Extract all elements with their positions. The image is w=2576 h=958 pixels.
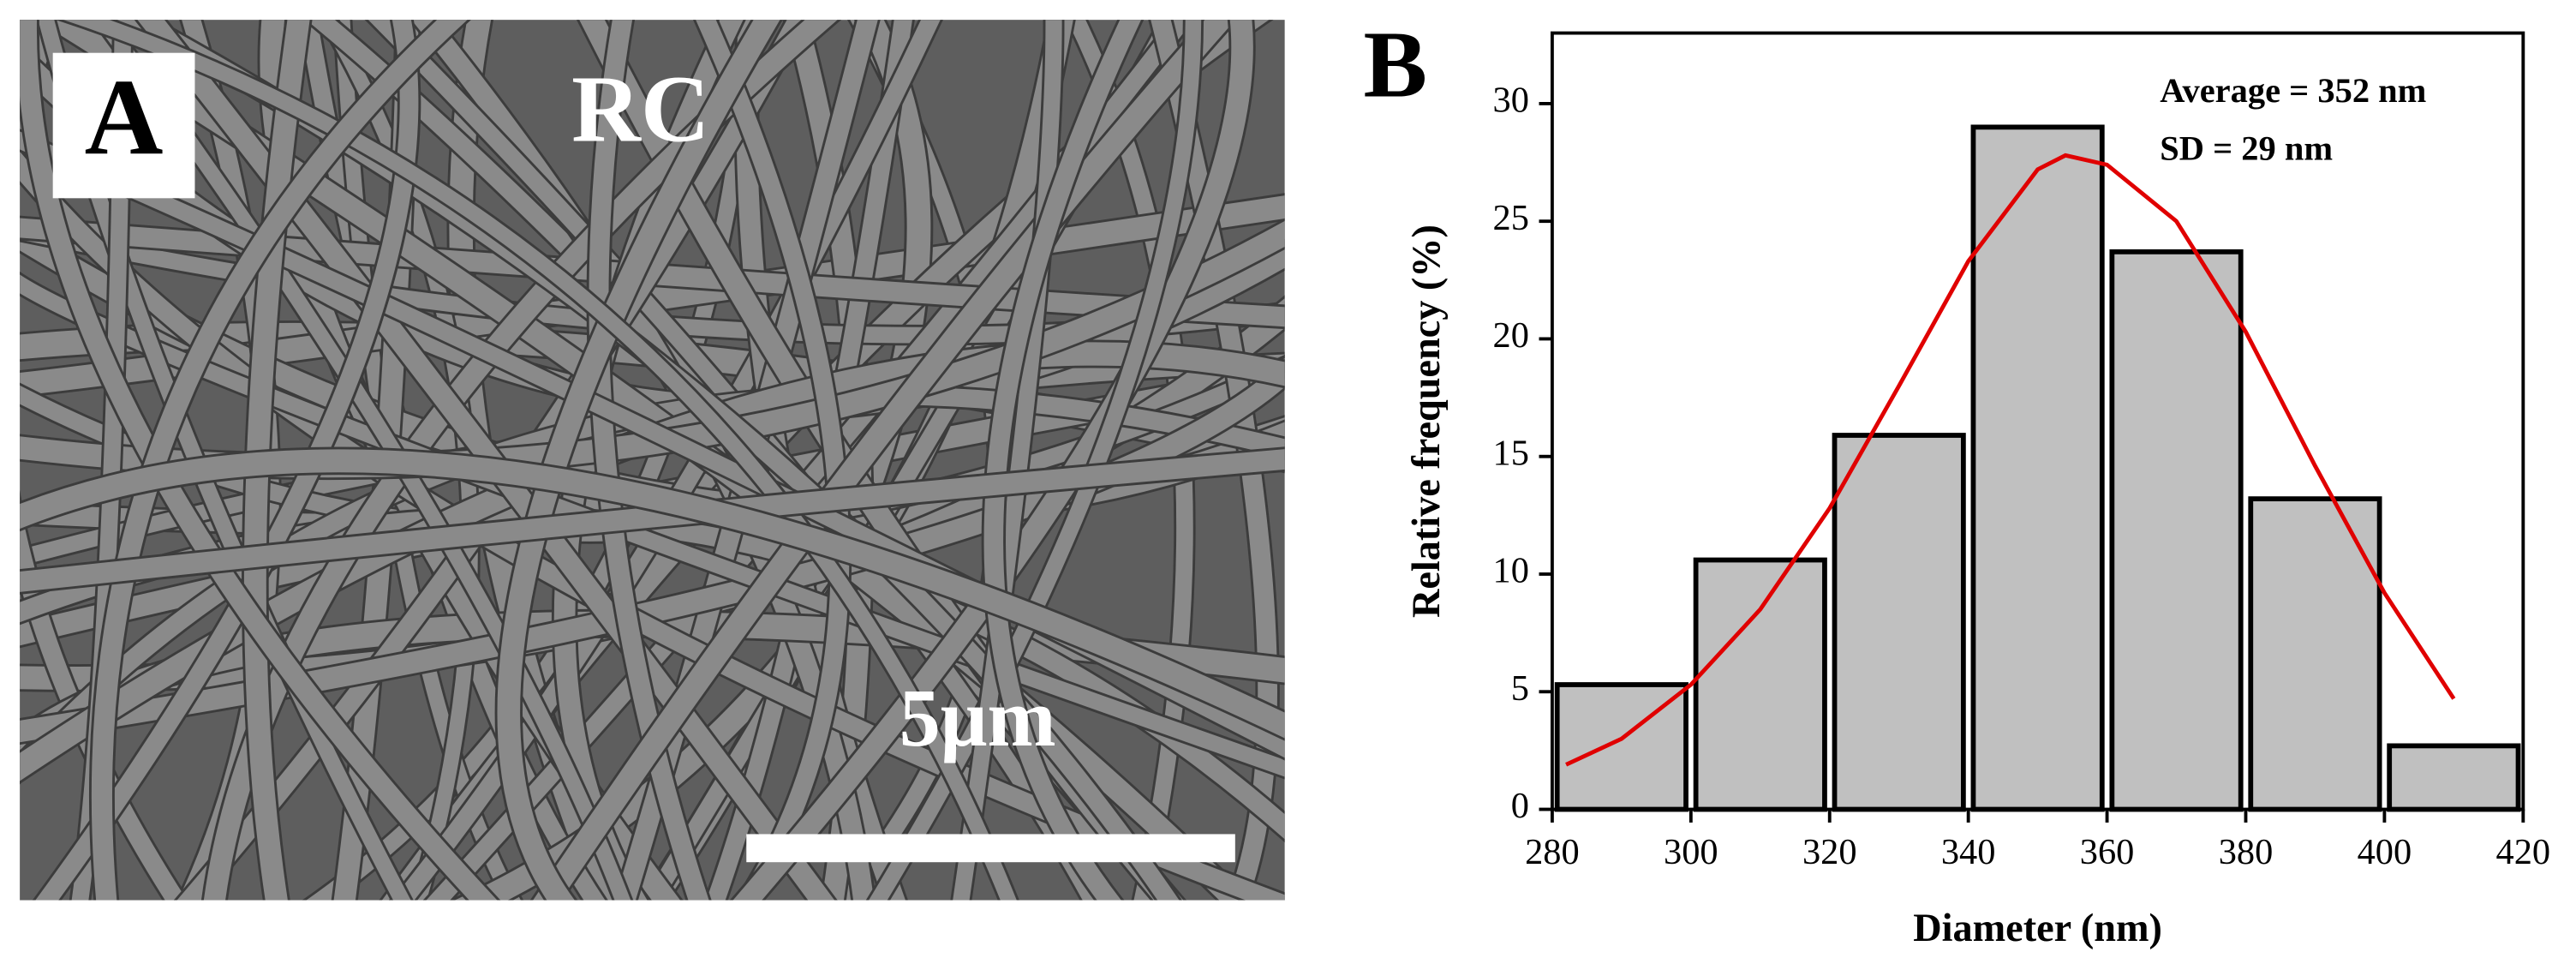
x-tick-label: 420 <box>2496 832 2551 872</box>
y-tick-label: 30 <box>1493 81 1529 121</box>
y-tick-label: 20 <box>1493 315 1529 356</box>
fiber <box>20 449 1285 592</box>
bar <box>2387 743 2521 812</box>
fit-curve <box>1565 153 2456 767</box>
annotation: SD = 29 nm <box>2160 129 2333 168</box>
bar <box>2109 248 2244 812</box>
fiber <box>533 20 1236 901</box>
y-tick-label: 15 <box>1493 433 1529 473</box>
fiber <box>953 20 1062 901</box>
x-tick-label: 280 <box>1525 832 1580 872</box>
fiber <box>20 449 1285 739</box>
fiber <box>93 20 631 901</box>
fiber <box>20 357 1285 743</box>
y-axis-label: Relative frequency (%) <box>1405 225 1449 618</box>
bar <box>1970 124 2105 812</box>
fiber <box>589 20 709 901</box>
y-tick-label: 5 <box>1511 668 1529 709</box>
fiber <box>983 20 1142 901</box>
x-axis-label: Diameter (nm) <box>1913 907 2162 950</box>
bar <box>1693 557 1827 812</box>
scale-label: 5μm <box>900 672 1056 763</box>
scale-bar <box>746 834 1235 863</box>
x-tick-label: 360 <box>2080 832 2135 872</box>
fiber <box>137 20 835 901</box>
plot-frame <box>1550 31 2525 811</box>
y-tick-label: 10 <box>1493 551 1529 591</box>
x-tick-label: 300 <box>1664 832 1718 872</box>
annotation: Average = 352 nm <box>2160 71 2426 110</box>
y-tick-label: 25 <box>1493 198 1529 238</box>
x-tick-label: 400 <box>2358 832 2412 872</box>
x-tick-label: 380 <box>2219 832 2274 872</box>
x-tick-label: 320 <box>1802 832 1857 872</box>
x-tick-label: 340 <box>1941 832 1996 872</box>
bar <box>1832 433 1966 812</box>
panel-label: A <box>85 57 164 178</box>
fiber <box>20 20 498 901</box>
fiber-layer <box>20 20 1285 901</box>
fiber <box>91 20 468 901</box>
sample-label: RC <box>571 56 709 162</box>
fiber <box>243 20 310 901</box>
fiber <box>497 20 780 901</box>
fiber <box>35 20 419 901</box>
label-box <box>52 52 195 199</box>
bar <box>2248 496 2382 812</box>
y-tick-label: 0 <box>1511 786 1529 826</box>
fiber <box>63 20 1017 901</box>
panel-label: B <box>1364 11 1428 117</box>
